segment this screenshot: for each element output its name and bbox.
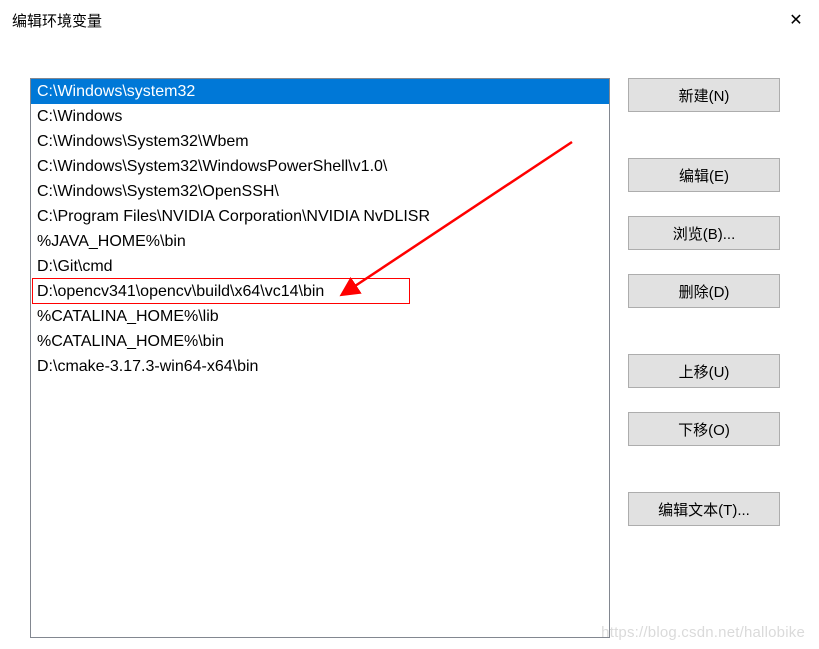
path-list-item[interactable]: D:\Git\cmd (31, 254, 609, 279)
spacer (628, 458, 780, 492)
close-button[interactable]: ✕ (773, 4, 819, 36)
path-list-item[interactable]: D:\opencv341\opencv\build\x64\vc14\bin (31, 279, 609, 304)
edit-button[interactable]: 编辑(E) (628, 158, 780, 192)
path-list-item[interactable]: C:\Windows (31, 104, 609, 129)
content-area: C:\Windows\system32C:\WindowsC:\Windows\… (0, 40, 819, 638)
spacer (628, 124, 780, 158)
path-listbox[interactable]: C:\Windows\system32C:\WindowsC:\Windows\… (30, 78, 610, 638)
path-list-item[interactable]: %CATALINA_HOME%\bin (31, 329, 609, 354)
spacer (628, 262, 780, 274)
path-list-item[interactable]: %JAVA_HOME%\bin (31, 229, 609, 254)
window-title: 编辑环境变量 (12, 10, 102, 31)
movedown-button[interactable]: 下移(O) (628, 412, 780, 446)
edittext-button[interactable]: 编辑文本(T)... (628, 492, 780, 526)
watermark-text: https://blog.csdn.net/hallobike (601, 624, 805, 641)
delete-button[interactable]: 删除(D) (628, 274, 780, 308)
button-column: 新建(N) 编辑(E) 浏览(B)... 删除(D) 上移(U) 下移(O) 编… (628, 78, 780, 638)
moveup-button[interactable]: 上移(U) (628, 354, 780, 388)
new-button[interactable]: 新建(N) (628, 78, 780, 112)
path-list-item[interactable]: C:\Windows\System32\WindowsPowerShell\v1… (31, 154, 609, 179)
spacer (628, 400, 780, 412)
titlebar: 编辑环境变量 ✕ (0, 0, 819, 40)
browse-button[interactable]: 浏览(B)... (628, 216, 780, 250)
path-list-item[interactable]: C:\Windows\System32\Wbem (31, 129, 609, 154)
spacer (628, 320, 780, 354)
close-icon: ✕ (789, 10, 802, 30)
path-list-item[interactable]: C:\Windows\System32\OpenSSH\ (31, 179, 609, 204)
path-list-item[interactable]: C:\Windows\system32 (31, 79, 609, 104)
spacer (628, 204, 780, 216)
path-list-item[interactable]: %CATALINA_HOME%\lib (31, 304, 609, 329)
dialog-window: 编辑环境变量 ✕ C:\Windows\system32C:\WindowsC:… (0, 0, 819, 649)
path-list-item[interactable]: D:\cmake-3.17.3-win64-x64\bin (31, 354, 609, 379)
path-list-item[interactable]: C:\Program Files\NVIDIA Corporation\NVID… (31, 204, 609, 229)
